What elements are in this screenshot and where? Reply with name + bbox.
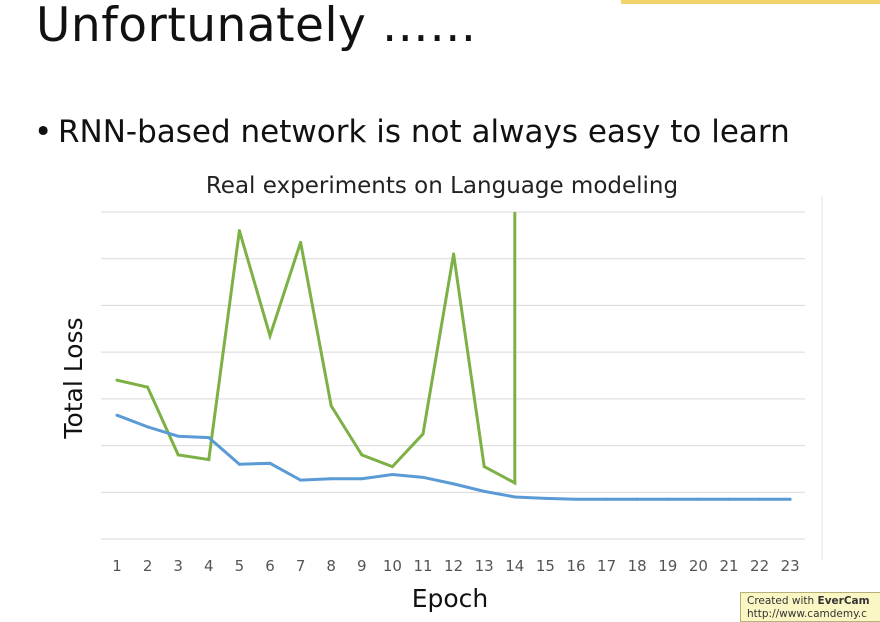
blue-point-epoch-3 xyxy=(176,434,180,438)
x-tick-label: 11 xyxy=(413,557,432,575)
x-tick-label: 15 xyxy=(536,557,555,575)
blue-point-epoch-20 xyxy=(696,497,700,501)
evercam-watermark: Created with EverCam http://www.camdemy.… xyxy=(740,592,880,622)
chart-title: Real experiments on Language modeling xyxy=(206,173,678,199)
blue-point-epoch-19 xyxy=(666,497,670,501)
green-point-epoch-5 xyxy=(237,229,241,233)
blue-point-epoch-15 xyxy=(543,496,547,500)
blue-point-epoch-16 xyxy=(574,497,578,501)
x-tick-label: 18 xyxy=(628,557,647,575)
x-tick-label: 10 xyxy=(383,557,402,575)
x-tick-label: 14 xyxy=(505,557,524,575)
green-point-epoch-14 xyxy=(513,481,517,485)
green-point-epoch-13 xyxy=(482,465,486,469)
watermark-brand: EverCam xyxy=(817,595,870,607)
x-tick-label: 13 xyxy=(475,557,494,575)
x-tick-label: 16 xyxy=(566,557,585,575)
bullet-point: • RNN-based network is not always easy to… xyxy=(34,114,790,150)
blue-point-epoch-8 xyxy=(329,477,333,481)
green-point-epoch-7 xyxy=(299,240,303,244)
x-tick-label: 21 xyxy=(719,557,738,575)
slide-title: Unfortunately …… xyxy=(36,0,477,53)
blue-point-epoch-11 xyxy=(421,475,425,479)
green-point-epoch-1 xyxy=(115,378,119,382)
blue-point-epoch-18 xyxy=(635,497,639,501)
blue-point-epoch-22 xyxy=(758,497,762,501)
blue-point-epoch-10 xyxy=(390,473,394,477)
green-point-epoch-8 xyxy=(329,404,333,408)
x-tick-label: 1 xyxy=(112,557,122,575)
x-tick-label: 19 xyxy=(658,557,677,575)
series-lines xyxy=(115,212,792,501)
green-point-epoch-9 xyxy=(360,453,364,457)
x-tick-label: 6 xyxy=(265,557,275,575)
x-axis-title: Epoch xyxy=(412,584,489,613)
x-tick-label: 17 xyxy=(597,557,616,575)
green-point-epoch-12 xyxy=(452,252,456,256)
y-axis-title: Total Loss xyxy=(59,317,88,439)
x-tick-label: 7 xyxy=(296,557,306,575)
blue-point-epoch-12 xyxy=(452,482,456,486)
blue-point-epoch-1 xyxy=(115,413,119,417)
x-tick-label: 22 xyxy=(750,557,769,575)
x-tick-label: 20 xyxy=(689,557,708,575)
x-tick-label: 2 xyxy=(143,557,153,575)
x-tick-label: 3 xyxy=(173,557,183,575)
green-point-epoch-6 xyxy=(268,334,272,338)
blue-point-epoch-4 xyxy=(207,436,211,440)
blue-point-epoch-5 xyxy=(237,462,241,466)
blue-point-epoch-23 xyxy=(788,497,792,501)
green-point-epoch-10 xyxy=(390,465,394,469)
blue-point-epoch-2 xyxy=(146,425,150,429)
green-point-epoch-11 xyxy=(421,432,425,436)
blue-point-epoch-7 xyxy=(299,478,303,482)
x-tick-label: 8 xyxy=(326,557,336,575)
blue-point-epoch-9 xyxy=(360,477,364,481)
blue-point-epoch-14 xyxy=(513,495,517,499)
bullet-symbol: • xyxy=(34,114,53,150)
x-tick-labels: 1 2 3 4 5 6 7 8 9 10 11 12 13 14 15 16 17 18 19 20 21 22 23 xyxy=(112,557,800,575)
top-accent-bar xyxy=(621,0,880,4)
bullet-text: RNN-based network is not always easy to … xyxy=(58,114,790,150)
x-tick-label: 23 xyxy=(781,557,800,575)
blue-point-epoch-17 xyxy=(605,497,609,501)
blue-point-epoch-13 xyxy=(482,489,486,493)
gridlines xyxy=(101,196,823,560)
blue-series-line xyxy=(116,413,791,501)
watermark-url: http://www.camdemy.c xyxy=(747,608,867,620)
green-point-epoch-3 xyxy=(176,453,180,457)
green-point-epoch-4 xyxy=(207,458,211,462)
x-tick-label: 4 xyxy=(204,557,214,575)
blue-point-epoch-6 xyxy=(268,461,272,465)
green-point-epoch-2 xyxy=(146,385,150,389)
x-tick-label: 5 xyxy=(235,557,245,575)
green-series-line xyxy=(116,212,517,486)
x-tick-label: 9 xyxy=(357,557,367,575)
watermark-prefix: Created with xyxy=(747,595,818,607)
blue-point-epoch-21 xyxy=(727,497,731,501)
x-tick-label: 12 xyxy=(444,557,463,575)
